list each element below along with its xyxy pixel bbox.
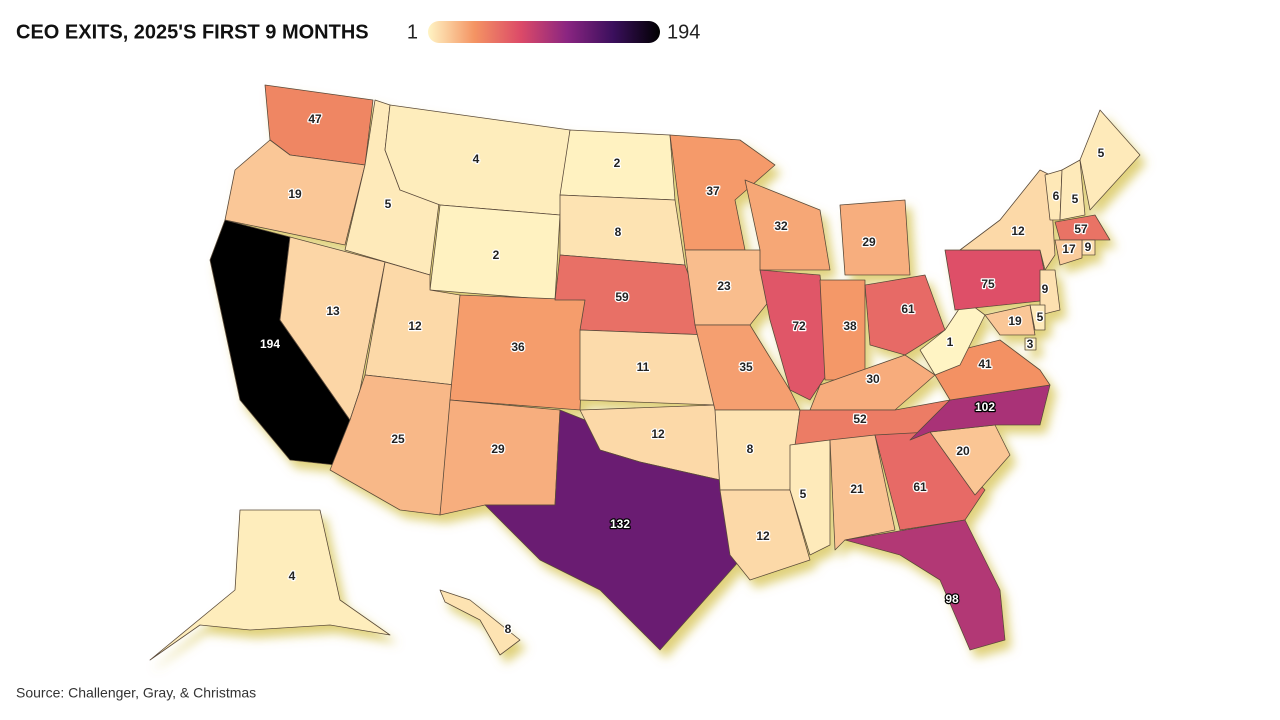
state-value: 59 <box>615 290 629 304</box>
state <box>439 589 521 656</box>
state-value: 2 <box>493 248 500 262</box>
state-value: 13 <box>326 304 340 318</box>
state-value: 1 <box>947 335 954 349</box>
state <box>839 199 911 276</box>
state <box>744 179 831 271</box>
state-value: 4 <box>473 152 480 166</box>
state-value: 5 <box>1037 310 1044 324</box>
state <box>1029 304 1046 331</box>
state <box>559 194 686 266</box>
legend-bar <box>428 21 660 43</box>
state-value: 61 <box>901 302 915 316</box>
state <box>714 409 801 491</box>
state-value: 61 <box>913 480 927 494</box>
state-value: 72 <box>792 319 806 333</box>
state-value: 17 <box>1062 242 1076 256</box>
state-value: 30 <box>866 372 880 386</box>
state <box>1054 239 1083 266</box>
state-value: 75 <box>981 277 995 291</box>
state <box>944 249 1051 311</box>
state-value: 29 <box>491 442 505 456</box>
state <box>439 399 561 516</box>
state <box>864 274 946 356</box>
state-value: 5 <box>1098 146 1105 160</box>
state-value: 8 <box>505 622 512 636</box>
state <box>484 409 741 651</box>
state-value: 8 <box>747 442 754 456</box>
state-value: 3 <box>1027 337 1034 351</box>
state <box>224 139 366 246</box>
state <box>809 354 936 411</box>
state-value: 12 <box>408 319 422 333</box>
state <box>789 439 831 556</box>
state-value: 6 <box>1053 189 1060 203</box>
map <box>149 84 1141 661</box>
state-value: 12 <box>756 529 770 543</box>
state-value: 38 <box>843 319 857 333</box>
state-value: 5 <box>1072 192 1079 206</box>
state-value: 9 <box>1085 240 1092 254</box>
state-value: 37 <box>706 184 720 198</box>
state <box>719 489 811 581</box>
legend-max: 194 <box>667 21 700 43</box>
state-value: 102 <box>975 400 995 414</box>
state-value: 5 <box>800 487 807 501</box>
state-value: 12 <box>1011 224 1025 238</box>
state-value: 2 <box>614 156 621 170</box>
state <box>149 509 391 661</box>
state <box>694 324 801 411</box>
legend-min: 1 <box>407 21 418 43</box>
title: CEO EXITS, 2025'S FIRST 9 MONTHS <box>16 21 369 43</box>
state-value: 25 <box>391 432 405 446</box>
state-value: 98 <box>945 592 959 606</box>
state-value: 194 <box>260 337 280 351</box>
state <box>1024 337 1037 351</box>
state-value: 57 <box>1074 222 1088 236</box>
state-value: 9 <box>1042 282 1049 296</box>
state-value: 32 <box>774 219 788 233</box>
state-value: 23 <box>717 279 731 293</box>
state-value: 52 <box>853 412 867 426</box>
state-value: 19 <box>288 187 302 201</box>
state <box>1079 109 1141 211</box>
state-value: 47 <box>308 112 322 126</box>
state <box>829 434 896 551</box>
state-value: 19 <box>1008 314 1022 328</box>
state <box>1054 214 1111 241</box>
state-value: 29 <box>862 235 876 249</box>
state-value: 8 <box>615 225 622 239</box>
state-value: 41 <box>978 357 992 371</box>
state <box>759 269 831 401</box>
state-value: 4 <box>289 569 296 583</box>
state-value: 11 <box>637 360 650 374</box>
state <box>984 304 1036 336</box>
state-value: 21 <box>850 482 864 496</box>
state-value: 20 <box>956 444 970 458</box>
state-value: 5 <box>385 197 392 211</box>
state-value: 35 <box>739 360 753 374</box>
state-value: 36 <box>511 340 525 354</box>
state <box>1039 269 1061 316</box>
map-labels: 4719194513421225362928591112132372335812… <box>259 111 1106 638</box>
state-value: 132 <box>610 517 630 531</box>
state-value: 12 <box>651 427 665 441</box>
state <box>684 249 771 326</box>
state <box>1059 159 1086 221</box>
state <box>844 519 1006 651</box>
source: Source: Challenger, Gray, & Christmas <box>16 685 256 701</box>
